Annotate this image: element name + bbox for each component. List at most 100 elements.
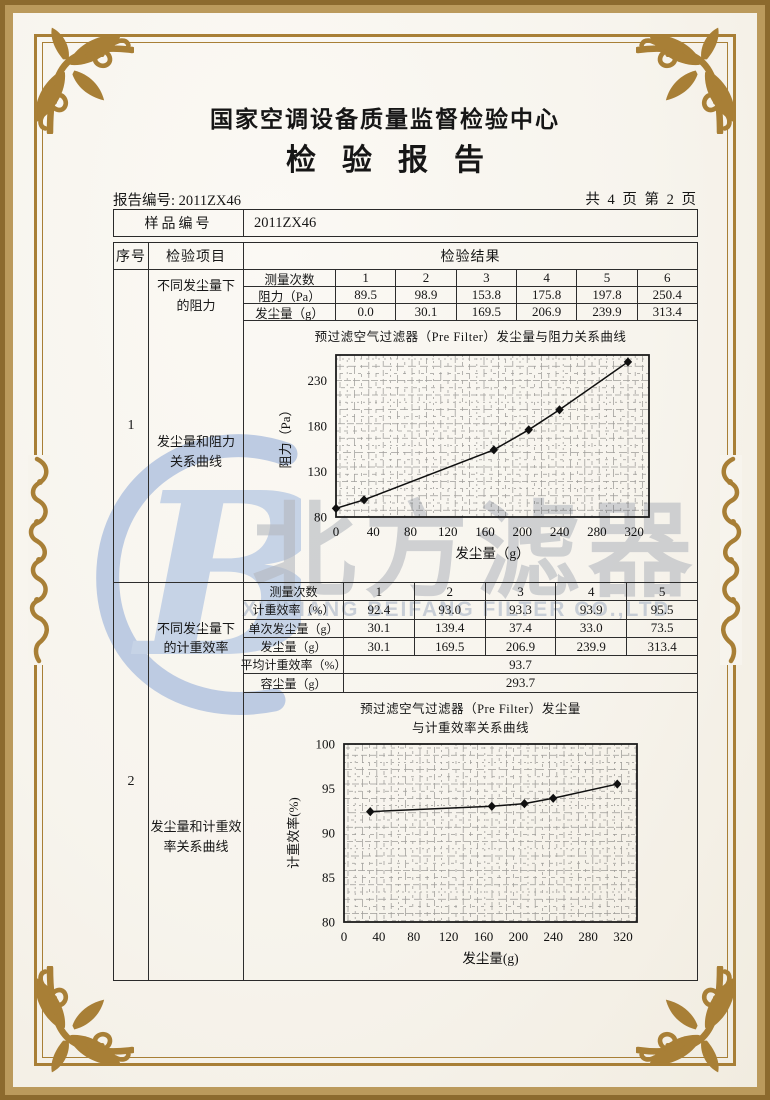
svg-text:180: 180	[308, 418, 328, 433]
svg-text:100: 100	[316, 738, 336, 752]
subtable-cell: 169.5	[457, 304, 517, 320]
subtable-cell: 33.0	[556, 619, 628, 637]
subtable-cell: 37.4	[486, 619, 557, 637]
svg-text:95: 95	[322, 781, 335, 796]
subtable-cell: 169.5	[415, 637, 486, 656]
subtable-row-label: 单次发尘量（g）	[244, 619, 344, 637]
report-number-value: 2011ZX46	[178, 193, 241, 209]
svg-text:0: 0	[341, 929, 348, 944]
subtable-row: 计重效率（%） 92.4 93.0 93.3 93.9 95.5	[244, 601, 697, 620]
svg-text:280: 280	[587, 524, 607, 539]
subtable-row: 测量次数 1 2 3 4 5	[244, 583, 697, 602]
center-name: 国家空调设备质量监督检验中心	[210, 107, 560, 132]
svg-text:发尘量(g): 发尘量(g)	[462, 951, 518, 966]
subtable-merged-value: 293.7	[505, 675, 536, 691]
subtable-cell: 175.8	[517, 287, 578, 303]
efficiency-chart: 80 85 90 95 100 0 40 80 120 160 200 240 280 320 发尘量(g)…	[286, 738, 638, 966]
header-seq: 序号	[114, 243, 149, 269]
resistance-chart-title: 预过滤空气过滤器（Pre Filter）发尘量与阻力关系曲线	[314, 330, 627, 344]
subtable-cell: 1	[336, 270, 397, 286]
report-number: 报告编号: 2011ZX46	[113, 189, 241, 210]
svg-text:40: 40	[367, 524, 380, 539]
subtable-merged-value: 93.7	[509, 656, 532, 672]
svg-text:320: 320	[613, 929, 633, 944]
subtable-cell: 206.9	[486, 637, 557, 656]
svg-text:230: 230	[308, 373, 328, 388]
subtable-cell: 1	[344, 583, 415, 601]
resistance-subtable: 测量次数 1 2 3 4 5 6 阻力（Pa） 89.5 98.9 153.8 175.8 197.8 2…	[244, 270, 697, 321]
subtable-row: 容尘量（g） 293.7	[244, 674, 697, 693]
svg-text:80: 80	[404, 524, 417, 539]
page-info: 共 4 页 第 2 页	[585, 192, 698, 208]
svg-text:200: 200	[509, 929, 529, 944]
subtable-row: 单次发尘量（g） 30.1 139.4 37.4 33.0 73.5	[244, 619, 697, 638]
subtable-cell: 93.3	[486, 601, 557, 619]
section-seq: 1	[114, 270, 149, 582]
page-title: 检验报告	[286, 144, 510, 177]
subtable-row: 发尘量（g） 0.0 30.1 169.5 206.9 239.9 313.4	[244, 304, 697, 321]
subtable-cell: 30.1	[396, 304, 457, 320]
item-label-resistance: 不同发尘量下 的阻力	[156, 278, 235, 313]
efficiency-chart-title: 预过滤空气过滤器（Pre Filter）发尘量 与计重效率关系曲线	[360, 701, 581, 735]
svg-text:160: 160	[475, 524, 495, 539]
subtable-cell: 239.9	[556, 637, 628, 656]
section-item-column: 不同发尘量下 的计重效率 发尘量和计重效 率关系曲线	[149, 583, 244, 980]
subtable-cell: 3	[486, 583, 557, 601]
efficiency-chart-block: 预过滤空气过滤器（Pre Filter）发尘量 与计重效率关系曲线 80 85 90…	[244, 693, 697, 980]
subtable-cell: 89.5	[336, 287, 397, 303]
subtable-row-label: 平均计重效率（%）	[241, 656, 347, 674]
subtable-cell: 6	[664, 270, 671, 285]
item-label-resistance-curve: 发尘量和阻力 关系曲线	[156, 434, 235, 469]
table-section-resistance: 1 不同发尘量下 的阻力 发尘量和阻力 关系曲线 测量次数 1 2 3 4 5 6 阻力（Pa…	[114, 270, 697, 583]
svg-text:240: 240	[544, 929, 564, 944]
efficiency-subtable: 测量次数 1 2 3 4 5 计重效率（%） 92.4 93.0 93.3 93.9 95.5 单次发尘…	[241, 583, 697, 693]
subtable-cell: 3	[457, 270, 517, 286]
resistance-chart-block: 预过滤空气过滤器（Pre Filter）发尘量与阻力关系曲线 80 130 180 2…	[244, 321, 697, 582]
subtable-cell: 0.0	[336, 304, 397, 320]
item-label-efficiency: 不同发尘量下 的计重效率	[156, 620, 235, 656]
subtable-cell: 5	[658, 583, 666, 599]
svg-text:80: 80	[314, 510, 327, 525]
subtable-row-label: 容尘量（g）	[244, 674, 344, 692]
section-item-column: 不同发尘量下 的阻力 发尘量和阻力 关系曲线	[149, 270, 244, 582]
section-seq: 2	[114, 583, 149, 980]
subtable-cell: 153.8	[457, 287, 517, 303]
subtable-cell: 92.4	[344, 601, 415, 619]
subtable-cell: 4	[556, 583, 628, 601]
subtable-cell: 206.9	[517, 304, 578, 320]
subtable-cell: 2	[396, 270, 457, 286]
subtable-row-label: 计重效率（%）	[244, 601, 344, 619]
subtable-cell: 73.5	[650, 620, 674, 636]
resistance-chart: 80 130 180 230 0 40 80 120 160 200 240 280 320 发尘量（g）…	[278, 354, 650, 561]
subtable-cell: 2	[415, 583, 486, 601]
report-number-label: 报告编号:	[113, 193, 176, 209]
svg-text:120: 120	[439, 929, 459, 944]
subtable-cell: 30.1	[344, 619, 415, 637]
svg-text:80: 80	[407, 929, 420, 944]
subtable-cell: 313.4	[647, 638, 677, 654]
subtable-cell: 93.0	[415, 601, 486, 619]
svg-text:发尘量（g）: 发尘量（g）	[455, 546, 529, 561]
sample-number-row: 样品编号 2011ZX46	[113, 209, 698, 237]
subtable-row: 阻力（Pa） 89.5 98.9 153.8 175.8 197.8 250.4	[244, 287, 697, 304]
svg-text:120: 120	[438, 524, 458, 539]
sample-number-value: 2011ZX46	[254, 214, 317, 231]
subtable-row-label: 测量次数	[244, 270, 336, 287]
svg-text:320: 320	[624, 524, 644, 539]
subtable-cell: 197.8	[577, 287, 638, 303]
section-result-column: 测量次数 1 2 3 4 5 计重效率（%） 92.4 93.0 93.3 93.9 95.5 单次发尘…	[241, 583, 697, 980]
svg-text:阻力（Pa）: 阻力（Pa）	[278, 403, 293, 468]
header-result: 检验结果	[440, 250, 501, 265]
subtable-cell: 4	[517, 270, 578, 286]
item-label-efficiency-curve: 发尘量和计重效 率关系曲线	[150, 819, 242, 854]
subtable-cell: 5	[577, 270, 638, 286]
subtable-row-label: 发尘量（g）	[244, 304, 336, 321]
svg-text:85: 85	[322, 870, 335, 885]
section-result-column: 测量次数 1 2 3 4 5 6 阻力（Pa） 89.5 98.9 153.8 175.8 197.8 2…	[244, 270, 697, 582]
subtable-cell: 98.9	[396, 287, 457, 303]
subtable-cell: 250.4	[652, 287, 682, 302]
subtable-row: 测量次数 1 2 3 4 5 6	[244, 270, 697, 287]
table-section-efficiency: 2 不同发尘量下 的计重效率 发尘量和计重效 率关系曲线 测量次数 1 2 3 4 5 计重…	[114, 583, 697, 980]
subtable-cell: 30.1	[344, 637, 415, 656]
subtable-row-label: 发尘量（g）	[244, 637, 344, 656]
